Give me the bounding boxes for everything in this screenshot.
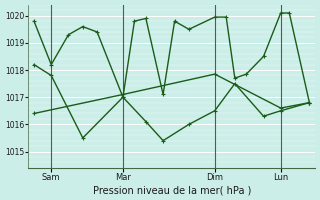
X-axis label: Pression niveau de la mer( hPa ): Pression niveau de la mer( hPa ): [92, 185, 251, 195]
